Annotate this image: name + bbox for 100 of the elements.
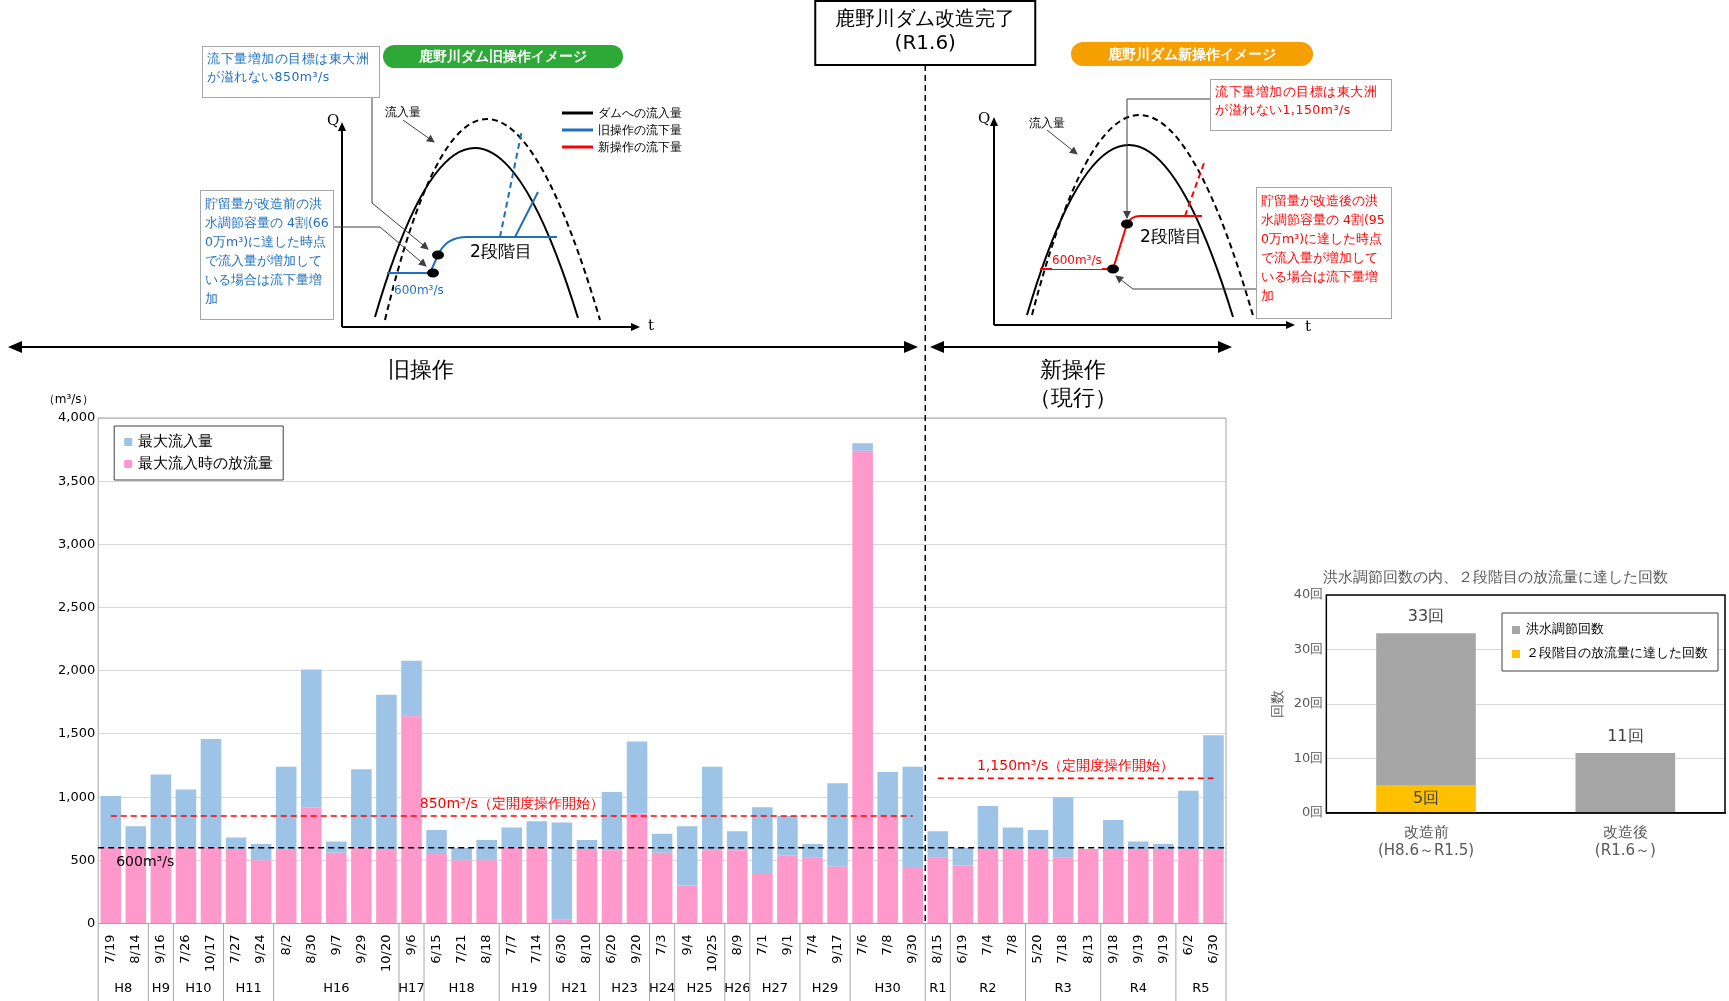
x-tick-label: 7/7 <box>503 934 519 956</box>
bar <box>877 771 898 817</box>
x-tick-label: 8/13 <box>1079 934 1095 964</box>
y-tick-label: 3,000 <box>58 535 96 551</box>
bar <box>451 847 472 861</box>
y-tick-label: 20回 <box>1293 695 1324 711</box>
bar <box>1002 848 1024 924</box>
bar <box>326 841 347 853</box>
text: 新操作（現行） <box>1028 356 1118 412</box>
x-tick-label: 8/9 <box>728 934 744 956</box>
bar <box>1153 848 1174 924</box>
text: 600m³/s <box>394 282 444 299</box>
bar <box>1128 848 1149 924</box>
x-tick-label: 9/24 <box>252 934 268 964</box>
text: H9 <box>151 980 170 996</box>
bar <box>651 833 673 853</box>
bar <box>526 847 548 924</box>
x-tick-label: 8/10 <box>578 934 594 964</box>
x-tick-label: 9/17 <box>828 934 844 964</box>
bar <box>977 806 999 849</box>
bar <box>927 831 949 858</box>
x-tick-label: 6/30 <box>553 934 569 964</box>
text: 600m³/s <box>1052 252 1102 269</box>
text: 流下量増加の目標は東大洲が溢れない1,150m³/s <box>1210 79 1392 131</box>
bar <box>426 830 447 855</box>
bar <box>701 766 723 851</box>
bar <box>902 766 923 868</box>
text: H16 <box>323 980 350 996</box>
x-tick-label: 6/30 <box>1204 934 1220 964</box>
text: 旧操作 <box>387 356 455 384</box>
bar <box>200 847 222 924</box>
text: H24 <box>648 980 676 996</box>
bar <box>676 826 698 886</box>
legend-label: 最大流入量 <box>138 431 214 450</box>
series-label: 1,150m³/s（定開度操作開始） <box>976 756 1175 773</box>
x-tick-label: 10/25 <box>703 934 719 972</box>
y-tick-label: 40回 <box>1293 586 1324 602</box>
text: H8 <box>114 980 133 996</box>
x-tick-label: 7/14 <box>528 934 544 964</box>
x-tick-label: 8/14 <box>127 934 143 964</box>
bar <box>952 865 974 924</box>
bar <box>802 843 823 858</box>
bar <box>727 850 748 924</box>
x-tick-label: 8/30 <box>302 934 318 964</box>
text: H17 <box>398 980 425 996</box>
text: H21 <box>561 980 588 996</box>
bar <box>576 840 598 849</box>
bar <box>626 741 648 814</box>
x-tick-label: 7/4 <box>803 934 819 956</box>
x-tick-label: 9/29 <box>352 934 368 964</box>
bar <box>777 816 798 856</box>
x-tick-label: 7/18 <box>1054 934 1070 964</box>
bar <box>651 852 673 924</box>
x-tick-label: 7/1 <box>753 934 769 956</box>
x-tick-label: 9/1 <box>778 934 794 956</box>
text: 流下量増加の目標は東大洲が溢れない850m³/s <box>202 46 380 98</box>
y-tick-label: 1,000 <box>58 788 96 804</box>
legend-label: 洪水調節回数 <box>1526 621 1604 637</box>
text: H19 <box>511 980 538 996</box>
x-tick-label: 7/8 <box>1004 934 1020 956</box>
bar <box>1027 830 1049 849</box>
bar <box>1027 848 1049 924</box>
text: R4 <box>1129 980 1147 996</box>
text: ダムへの流入量 <box>598 105 682 122</box>
text: 2段階目 <box>470 240 532 262</box>
x-tick-label: 7/26 <box>177 934 193 964</box>
bar <box>1203 848 1224 924</box>
x-tick-label: 7/19 <box>102 934 118 964</box>
x-tick-label: 7/6 <box>853 934 869 956</box>
bar <box>175 789 197 848</box>
chart-title: 洪水調節回数の内、２段階目の放流量に達した回数 <box>1323 567 1668 586</box>
bar <box>827 783 848 867</box>
total-label: 11回 <box>1607 726 1644 746</box>
x-tick-label: 9/7 <box>327 934 343 956</box>
x-tick-label: 7/21 <box>452 934 468 964</box>
bar <box>927 857 949 924</box>
bar <box>852 450 873 924</box>
x-tick-label: 7/3 <box>653 934 669 956</box>
bar <box>1575 753 1676 813</box>
bar <box>300 669 322 808</box>
legend-label: ２段階目の放流量に達した回数 <box>1526 645 1708 661</box>
y-tick-label: 0回 <box>1302 804 1324 820</box>
bar <box>952 847 974 866</box>
text: R1 <box>929 980 947 996</box>
bar <box>250 860 272 924</box>
bar <box>401 716 422 924</box>
text: 流入量 <box>1029 115 1065 132</box>
bar <box>476 840 497 861</box>
x-tick-label: 9/19 <box>1129 934 1145 964</box>
text: H25 <box>686 980 713 996</box>
x-tick-label: 改造後 (R1.6～) <box>1594 822 1656 859</box>
data-label: 5回 <box>1412 788 1440 808</box>
bar <box>326 852 347 924</box>
y-tick-label: 2,500 <box>58 598 96 614</box>
text: H11 <box>235 980 262 996</box>
bar <box>977 848 999 924</box>
bar <box>150 774 172 848</box>
text: R3 <box>1054 980 1072 996</box>
text: R5 <box>1192 980 1210 996</box>
text: 貯留量が改造前の洪水調節容量の 4割(660万m³)に達した時点で流入量が増加している場合は流下量増加 <box>200 190 334 320</box>
